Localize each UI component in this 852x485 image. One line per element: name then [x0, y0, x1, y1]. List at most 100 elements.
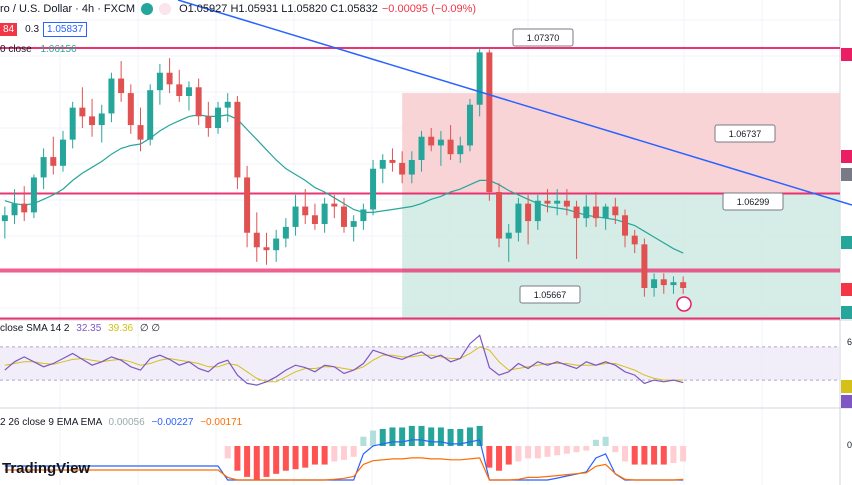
macd-hist-bar [340, 446, 348, 460]
stop-zone [402, 93, 840, 194]
candle-body [321, 203, 328, 224]
axis-label-box [841, 150, 852, 163]
candle-body [89, 116, 96, 126]
horizontal-levels[interactable] [0, 47, 840, 320]
right-axis [841, 48, 852, 408]
candle-body [360, 209, 367, 222]
axis-label-box [841, 48, 852, 61]
macd-hist-bar [602, 436, 609, 446]
rsi-legend-label: close SMA 14 2 [0, 323, 70, 334]
macd-axis-tick: 0 [846, 440, 852, 450]
macd-hist-bar [544, 446, 551, 457]
macd-hist-bar [612, 446, 619, 453]
candle-body [350, 221, 357, 227]
rsi-sma-value: 39.36 [108, 323, 134, 334]
macd-pane [4, 425, 687, 481]
candle-body [302, 206, 309, 216]
macd-legend-label: 2 26 close 9 EMA EMA [0, 417, 102, 428]
macd-hist-bar [563, 446, 570, 454]
sell-button[interactable]: 84 [0, 23, 18, 36]
trendline-path [177, 0, 852, 206]
macd-hist-bar [505, 446, 512, 465]
tradingview-logo[interactable]: TradingView [2, 460, 91, 477]
axis-label-box [841, 220, 852, 233]
macd-value: −0.00227 [151, 417, 194, 428]
macd-hist-bar [515, 446, 522, 462]
candle-body [1, 215, 8, 222]
candle-body [602, 206, 609, 219]
candle-body [50, 157, 57, 166]
candle-body [147, 90, 154, 140]
macd-hist-value: 0.00056 [108, 417, 145, 428]
callout-box [722, 192, 784, 211]
candle-body [418, 136, 425, 160]
rsi-value: 32.35 [76, 323, 102, 334]
callout-text: 1.06737 [729, 129, 762, 139]
candle-body [370, 168, 377, 210]
macd-hist-bar [311, 446, 318, 465]
candle-body [563, 200, 570, 207]
candle-body [428, 136, 435, 146]
candle-body [476, 52, 483, 105]
candle-body [98, 113, 105, 126]
candle-body [534, 200, 541, 222]
macd-hist-bar [660, 446, 667, 465]
ma-legend[interactable]: 0 close 1.06156 [0, 44, 77, 55]
symbol-title[interactable]: ro / U.S. Dollar · 4h · FXCM [0, 3, 136, 15]
rsi-extra: ∅ ∅ [139, 323, 161, 334]
macd-hist-bar [321, 446, 328, 465]
candle-body [11, 203, 18, 216]
candle-body [118, 78, 125, 94]
signal-line [4, 457, 684, 481]
candle-body [525, 203, 532, 222]
macd-hist-bar [408, 425, 415, 446]
settings-icon[interactable] [159, 3, 172, 15]
eye-icon[interactable] [141, 3, 154, 15]
candle-body [176, 84, 183, 96]
macd-hist-bar [554, 446, 561, 456]
macd-hist-bar [466, 427, 473, 446]
trendline[interactable] [177, 0, 852, 206]
macd-hist-bar [457, 429, 464, 446]
candle-body [660, 279, 667, 286]
candle-body [583, 206, 590, 219]
buy-button[interactable]: 1.05837 [43, 22, 88, 37]
price-callouts: 1.07370 1.06737 1.06299 1.05667 [512, 28, 784, 312]
candle-body [496, 192, 503, 239]
candle-body [641, 244, 648, 288]
macd-hist-bar [496, 446, 503, 471]
axis-label-box [841, 283, 852, 296]
candle-body [21, 203, 28, 213]
candle-body [389, 160, 396, 163]
candle-body [205, 116, 212, 128]
macd-hist-bar [428, 427, 435, 446]
candle-body [622, 215, 629, 236]
macd-hist-bar [360, 436, 367, 446]
candle-body [457, 145, 464, 155]
candle-body [437, 139, 444, 146]
quote-row: 84 0.3 1.05837 [0, 22, 88, 37]
candle-body [292, 206, 299, 227]
rsi-legend[interactable]: close SMA 14 2 32.35 39.36 ∅ ∅ [0, 323, 160, 334]
macd-hist-bar [573, 446, 580, 453]
macd-hist-bar [680, 446, 687, 462]
rsi-pane [0, 334, 840, 386]
lightning-icon [676, 296, 692, 312]
candle-body [311, 215, 318, 224]
candle-body [631, 235, 638, 245]
macd-hist-bar [631, 446, 638, 465]
candle-body [244, 177, 251, 233]
rsi-line [4, 334, 684, 386]
macd-legend[interactable]: 2 26 close 9 EMA EMA 0.00056 −0.00227 −0… [0, 417, 242, 428]
candle-body [554, 200, 561, 204]
candle-body [573, 206, 580, 219]
macd-hist-bar [622, 446, 629, 462]
candle-body [215, 107, 222, 128]
candle-body [282, 226, 289, 239]
ma-legend-value: 1.06156 [40, 44, 77, 55]
macd-hist-bar [379, 429, 386, 446]
candle-body [447, 139, 454, 155]
spread-value: 0.3 [25, 24, 40, 35]
macd-line [4, 439, 684, 481]
